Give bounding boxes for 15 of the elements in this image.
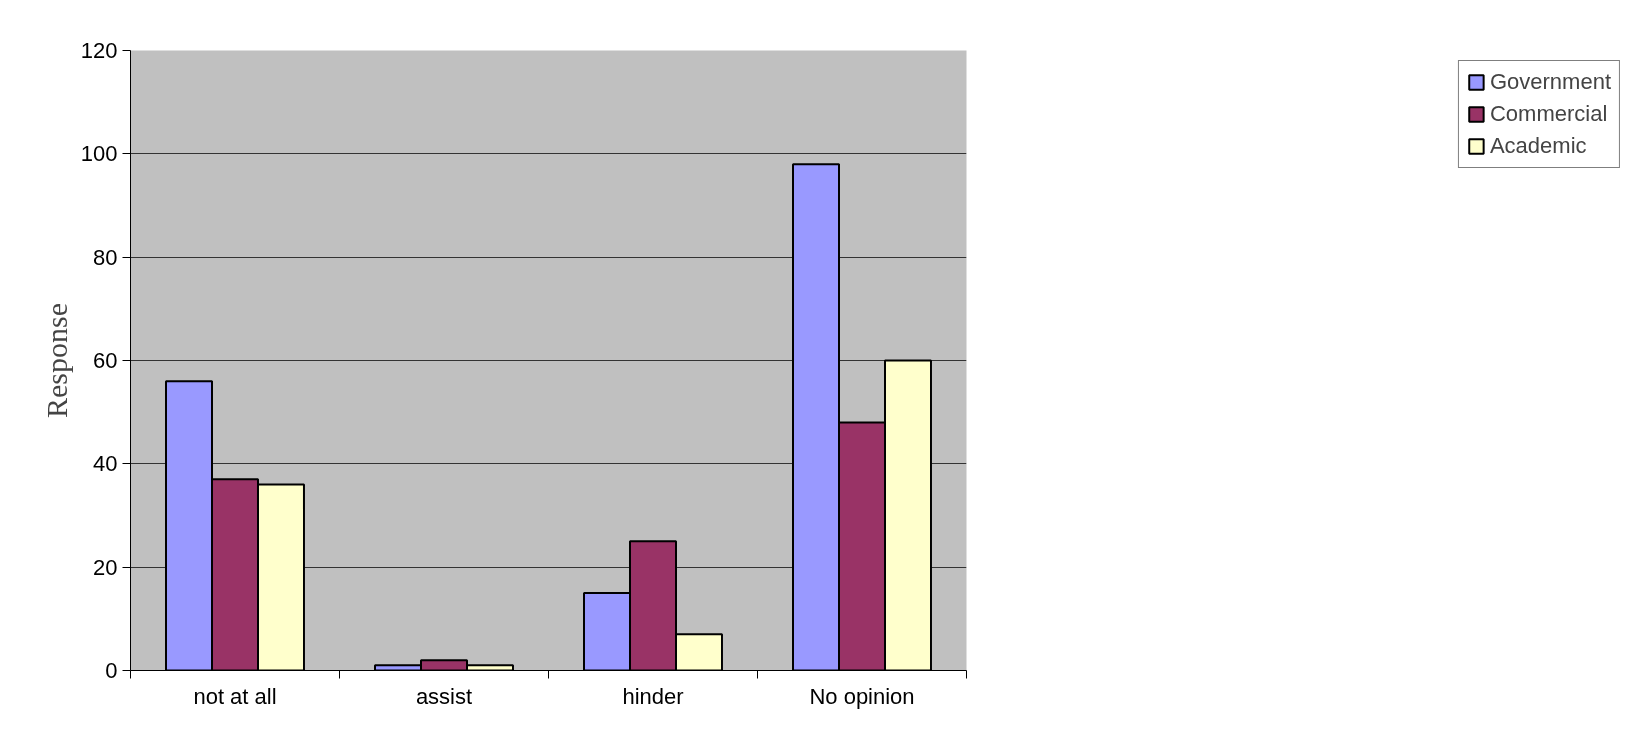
y-tick-label: 120: [80, 38, 118, 63]
x-tick-label: assist: [415, 683, 473, 709]
x-tick-label: not at all: [193, 683, 277, 709]
legend-label: Academic: [1489, 133, 1587, 159]
x-tick-label: hinder: [622, 683, 684, 709]
y-tick-label: 60: [93, 348, 118, 373]
legend-label: Commercial: [1489, 101, 1608, 127]
x-tick-label: No opinion: [809, 683, 915, 709]
y-tick-label: 80: [93, 244, 118, 270]
y-tick-label: 0: [105, 658, 118, 683]
y-axis-title: Response: [39, 303, 73, 418]
legend-label: Government: [1489, 69, 1611, 95]
y-tick-label: 20: [93, 554, 118, 580]
y-tick-label: 40: [93, 451, 118, 477]
y-tick-label: 100: [80, 141, 118, 167]
